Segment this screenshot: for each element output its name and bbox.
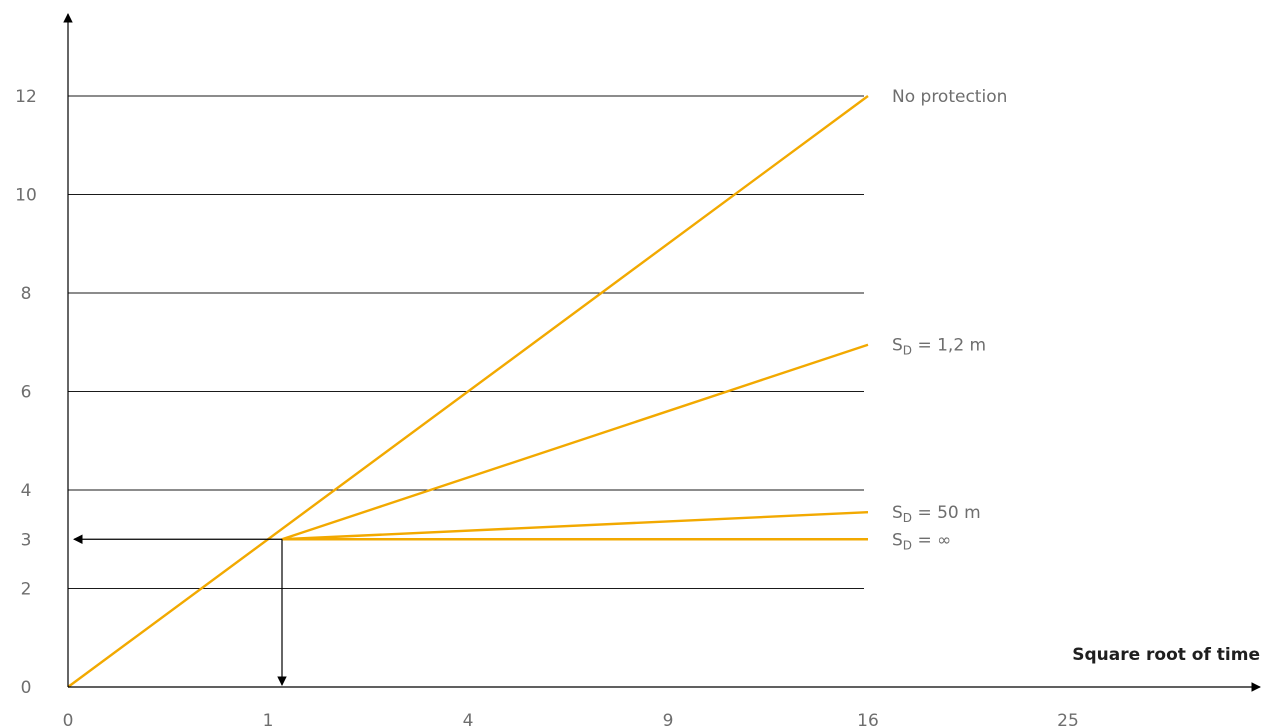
- series-label-3: SD = ∞: [892, 530, 951, 552]
- series-label-2: SD = 50 m: [892, 503, 981, 525]
- series-line-0: [67, 95, 869, 688]
- x-tick-label: 25: [1057, 711, 1079, 728]
- y-tick-label: 3: [21, 530, 32, 550]
- series-labels: Square root of time No protection SD = 1,2…: [892, 87, 1260, 665]
- series-label-1: SD = 1,2 m: [892, 336, 986, 358]
- x-tick-label: 9: [663, 711, 674, 728]
- reading-guides: [73, 534, 287, 686]
- tick-labels: 0 2 3 4 6 8 10 12 0 1 4 9 16 25: [15, 87, 1079, 728]
- x-tick-label: 4: [463, 711, 474, 728]
- y-tick-label: 12: [15, 87, 37, 107]
- y-tick-label: 2: [21, 580, 32, 600]
- y-tick-label: 10: [15, 186, 37, 206]
- x-axis-title: Square root of time: [1072, 645, 1260, 665]
- x-tick-label: 0: [63, 711, 74, 728]
- x-tick-label: 16: [857, 711, 879, 728]
- y-tick-label: 4: [21, 481, 32, 501]
- gridlines: [68, 95, 864, 589]
- y-tick-label: 0: [21, 678, 32, 698]
- y-tick-label: 8: [21, 284, 32, 304]
- series-line-1: [281, 343, 869, 541]
- x-tick-label: 1: [263, 711, 274, 728]
- series-line-2: [281, 510, 869, 541]
- series-lines: [67, 95, 869, 688]
- series-label-0: No protection: [892, 87, 1007, 107]
- axes: [63, 13, 1261, 692]
- y-tick-label: 6: [21, 383, 32, 403]
